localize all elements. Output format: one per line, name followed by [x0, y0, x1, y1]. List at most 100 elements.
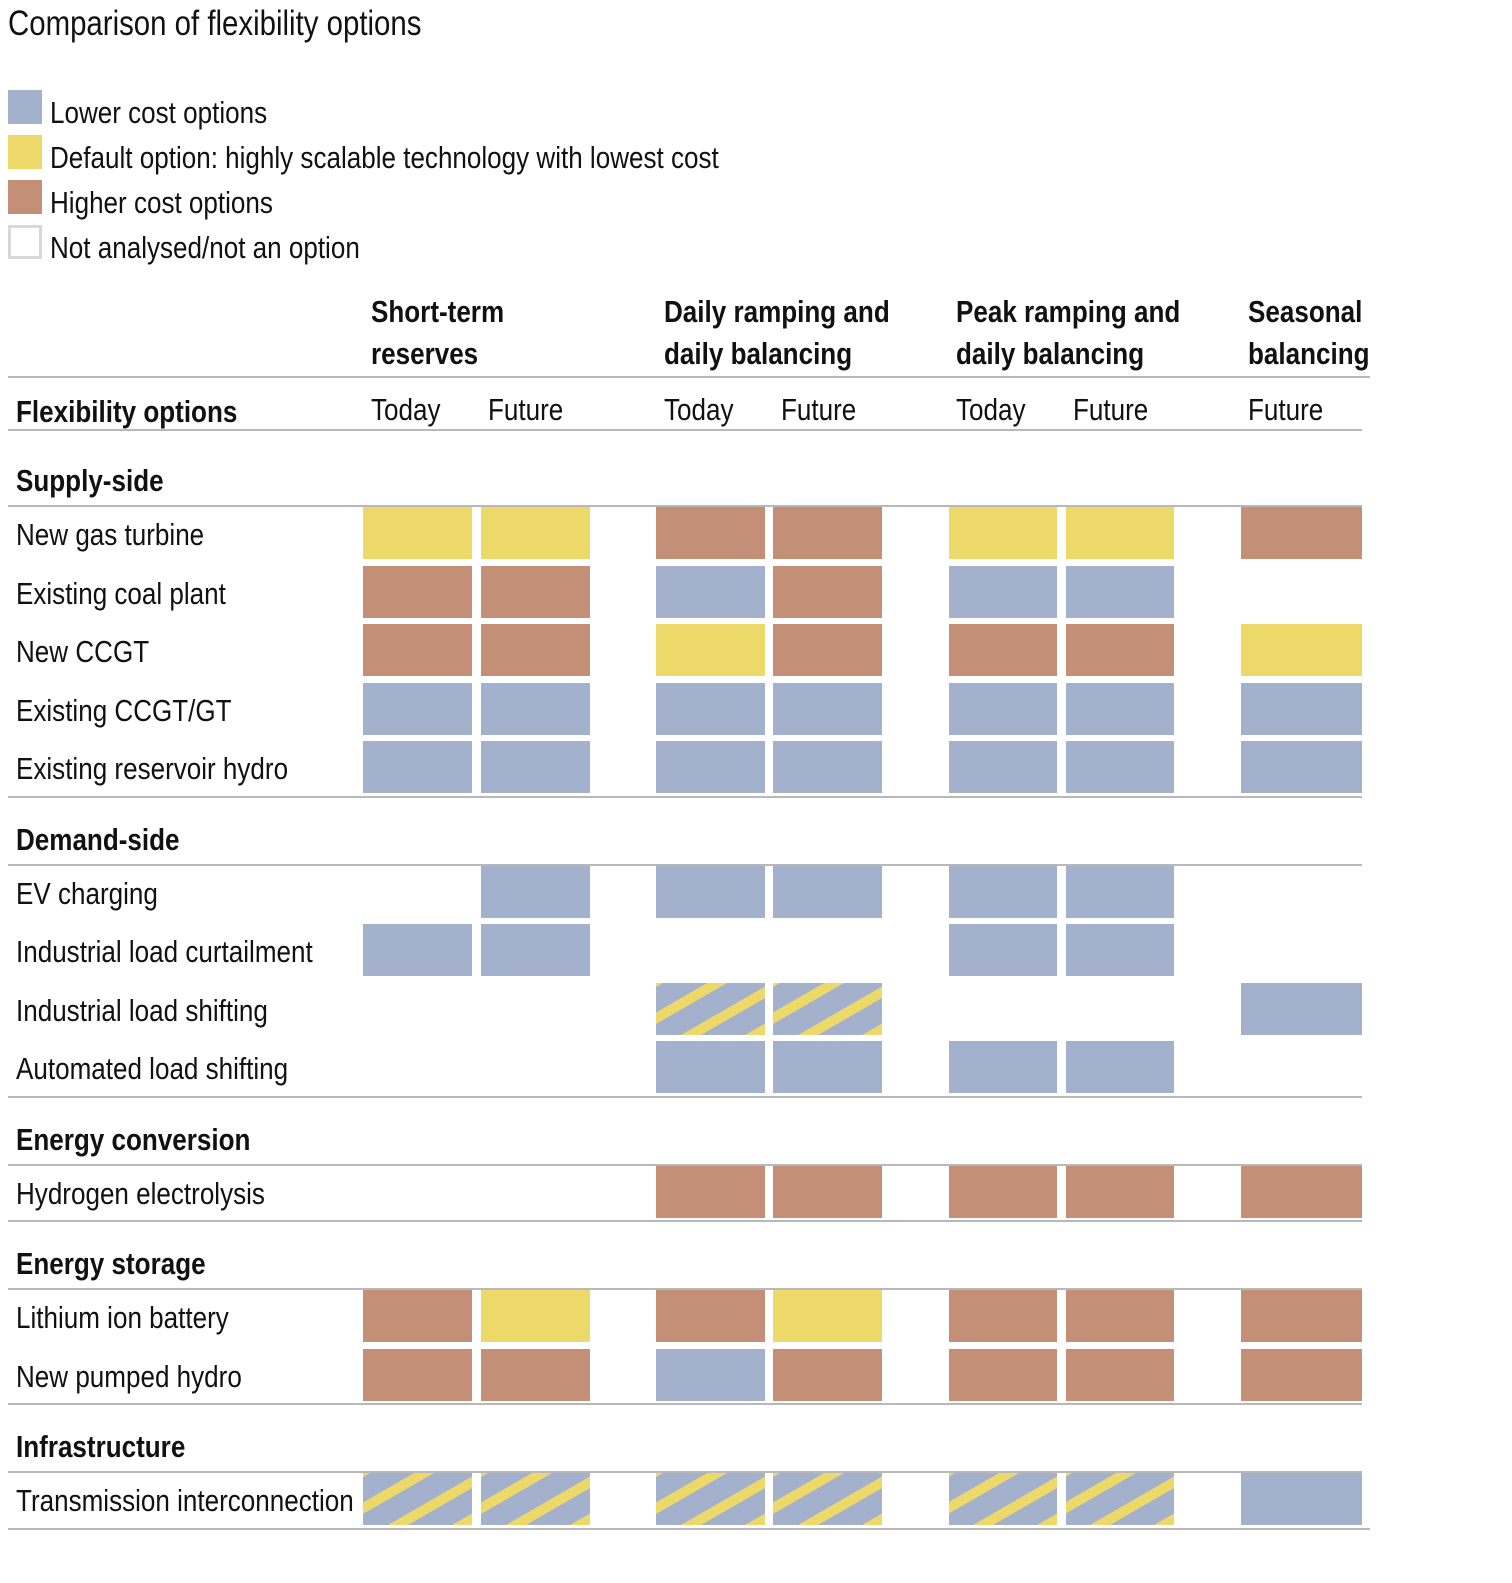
cell-higher: [363, 565, 472, 618]
group-head-daily-line1: Daily ramping and: [664, 294, 890, 329]
section-divider-demand-side: [8, 863, 1362, 866]
row-label: EV charging: [16, 875, 158, 911]
cell-higher: [949, 624, 1057, 676]
section-title-energy-storage: Energy storage: [16, 1246, 206, 1281]
cell-lower: [949, 865, 1057, 918]
cell-lower: [1241, 1473, 1362, 1525]
cell-lower: [949, 924, 1057, 976]
cell-default: [1066, 507, 1174, 559]
cell-striped: [481, 1473, 590, 1525]
cell-lower: [481, 865, 590, 918]
cell-lower: [656, 1041, 765, 1093]
section-divider-energy-conversion: [8, 1163, 1362, 1166]
cell-higher: [949, 1165, 1057, 1218]
cell-lower: [1066, 865, 1174, 918]
cell-lower: [773, 1041, 882, 1093]
cell-higher: [1066, 1348, 1174, 1401]
cell-lower: [949, 565, 1057, 618]
cell-higher: [773, 624, 882, 676]
section-title-energy-conversion: Energy conversion: [16, 1121, 251, 1157]
group-head-seasonal-line2: balancing: [1248, 336, 1370, 371]
cell-lower: [949, 741, 1057, 793]
section-bottom-demand-side: [8, 1095, 1362, 1098]
cell-default: [1241, 624, 1362, 676]
cell-striped: [949, 1473, 1057, 1525]
cell-lower: [949, 1041, 1057, 1093]
cell-higher: [1241, 1348, 1362, 1401]
cell-lower: [1066, 682, 1174, 735]
cell-higher: [1241, 1165, 1362, 1218]
cell-higher: [656, 1290, 765, 1342]
cell-higher: [1066, 1165, 1174, 1218]
cell-default: [363, 507, 472, 559]
cell-lower: [1066, 565, 1174, 618]
group-head-short-term-line2: reserves: [371, 336, 479, 371]
col-head-peak-future: Future: [1073, 392, 1149, 427]
row-label: New gas turbine: [16, 517, 205, 552]
cell-striped: [773, 982, 882, 1035]
cell-lower: [1066, 741, 1174, 793]
row-label: Automated load shifting: [16, 1051, 289, 1086]
cell-higher: [773, 507, 882, 559]
cell-default: [949, 507, 1057, 559]
header-divider-top: [8, 376, 1370, 378]
legend-swatch-none: [8, 225, 42, 259]
cell-lower: [481, 924, 590, 976]
cell-striped: [363, 1473, 472, 1525]
col-head-daily-future: Future: [781, 392, 857, 427]
cell-lower: [1241, 982, 1362, 1035]
row-label: New pumped hydro: [16, 1358, 242, 1394]
legend-swatch-default: [8, 135, 42, 169]
legend-label-none: Not analysed/not an option: [50, 230, 360, 265]
col-head-daily-today: Today: [664, 392, 734, 427]
cell-higher: [481, 624, 590, 676]
section-divider-energy-storage: [8, 1288, 1362, 1290]
section-bottom-supply-side: [8, 795, 1362, 798]
cell-higher: [363, 1348, 472, 1401]
cell-lower: [363, 741, 472, 793]
cell-lower: [656, 565, 765, 618]
row-label: Lithium ion battery: [16, 1300, 229, 1335]
row-label: Existing reservoir hydro: [16, 751, 289, 786]
cell-striped: [1066, 1473, 1174, 1525]
cell-default: [773, 1290, 882, 1342]
cell-lower: [1241, 682, 1362, 735]
legend-swatch-lower: [8, 90, 42, 124]
col-head-peak-today: Today: [956, 392, 1026, 427]
cell-lower: [481, 741, 590, 793]
cell-lower: [363, 682, 472, 735]
group-head-seasonal-line1: Seasonal: [1248, 294, 1363, 329]
cell-lower: [1241, 741, 1362, 793]
cell-higher: [656, 507, 765, 559]
legend-swatch-higher: [8, 180, 42, 214]
row-label: Industrial load curtailment: [16, 934, 313, 969]
cell-higher: [481, 565, 590, 618]
cell-lower: [949, 682, 1057, 735]
cell-higher: [1066, 624, 1174, 676]
legend-label-higher: Higher cost options: [50, 185, 273, 220]
group-head-peak-line1: Peak ramping and: [956, 294, 1181, 329]
cell-higher: [949, 1348, 1057, 1401]
cell-higher: [481, 1348, 590, 1401]
cell-higher: [363, 1290, 472, 1342]
cell-higher: [1241, 1290, 1362, 1342]
cell-default: [481, 1290, 590, 1342]
cell-higher: [773, 1348, 882, 1401]
cell-higher: [949, 1290, 1057, 1342]
section-divider-supply-side: [8, 505, 1362, 507]
cell-higher: [773, 1165, 882, 1218]
cell-striped: [656, 1473, 765, 1525]
cell-lower: [773, 682, 882, 735]
cell-higher: [773, 565, 882, 618]
group-head-peak-line2: daily balancing: [956, 336, 1145, 371]
cell-higher: [363, 624, 472, 676]
cell-lower: [656, 741, 765, 793]
section-divider-infrastructure: [8, 1471, 1362, 1473]
section-title-demand-side: Demand-side: [16, 821, 180, 857]
section-title-infrastructure: Infrastructure: [16, 1429, 186, 1464]
section-bottom-infrastructure: [8, 1527, 1370, 1530]
cell-lower: [1066, 1041, 1174, 1093]
group-head-daily-line2: daily balancing: [664, 336, 853, 371]
section-bottom-energy-conversion: [8, 1220, 1362, 1222]
cell-higher: [656, 1165, 765, 1218]
